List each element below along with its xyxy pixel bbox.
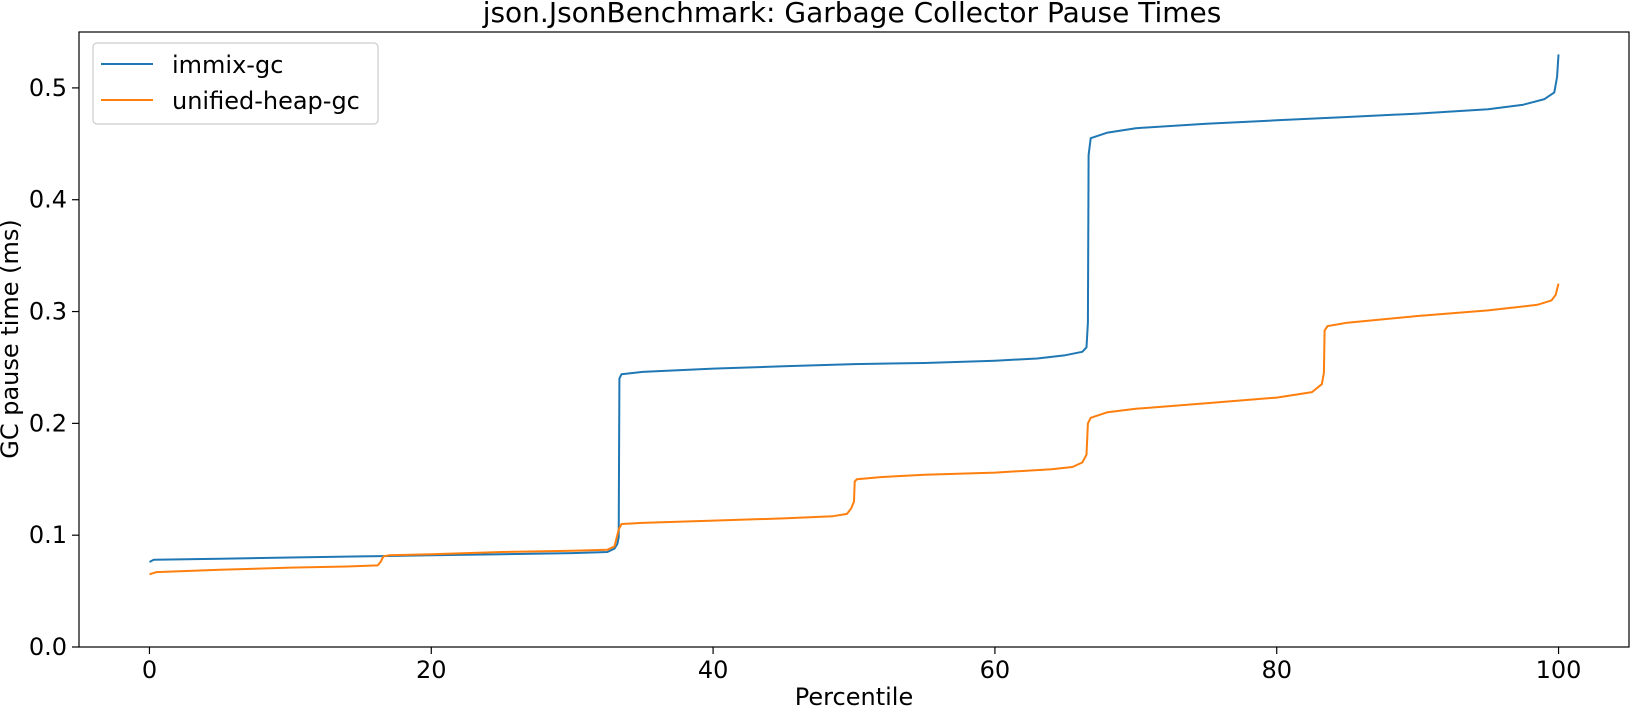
series-line-immix-gc [149, 54, 1560, 563]
y-tick-label: 0.3 [29, 298, 67, 326]
y-tick-label: 0.4 [29, 186, 67, 214]
x-tick-label: 80 [1261, 656, 1292, 684]
x-axis-label: Percentile [795, 683, 913, 710]
x-tick-label: 20 [416, 656, 447, 684]
y-axis-label: GC pause time (ms) [0, 219, 24, 459]
legend-box [92, 42, 379, 125]
chart-title: json.JsonBenchmark: Garbage Collector Pa… [482, 0, 1222, 29]
series-line-unified-heap-gc [149, 283, 1560, 576]
x-axis-ticks: 0 20 40 60 80 100 [142, 647, 1582, 684]
y-axis-ticks: 0.0 0.1 0.2 0.3 0.4 0.5 [29, 74, 79, 661]
x-tick-label: 100 [1536, 656, 1582, 684]
y-tick-label: 0.5 [29, 74, 67, 102]
legend-label-immix-gc: immix-gc [172, 51, 283, 79]
legend-label-unified-heap-gc: unified-heap-gc [172, 87, 360, 115]
y-tick-label: 0.1 [29, 521, 67, 549]
y-tick-label: 0.0 [29, 633, 67, 661]
legend: immix-gc unified-heap-gc [92, 42, 379, 125]
plot-frame [78, 31, 1630, 648]
y-tick-label: 0.2 [29, 409, 67, 437]
x-tick-label: 60 [980, 656, 1011, 684]
x-tick-label: 0 [142, 656, 157, 684]
x-tick-label: 40 [698, 656, 729, 684]
plot-lines [149, 54, 1560, 576]
